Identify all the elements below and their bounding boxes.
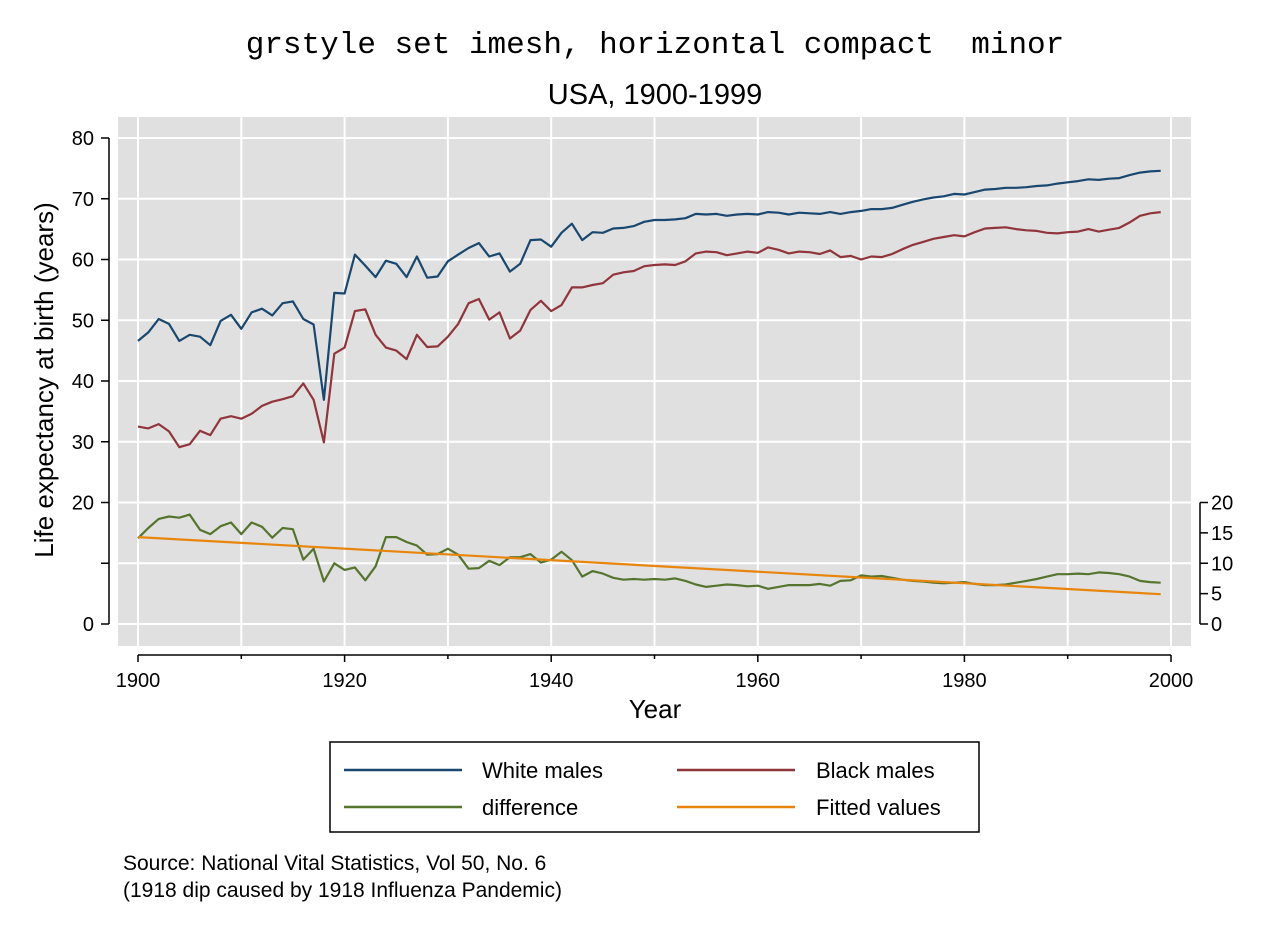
y2-tick-label: 15 (1211, 523, 1233, 545)
x-tick-label: 2000 (1149, 670, 1194, 692)
x-tick-label: 1980 (942, 670, 987, 692)
y-tick-label: 40 (72, 371, 94, 393)
legend-label-fitted-values: Fitted values (816, 795, 941, 820)
y-tick-label: 50 (72, 310, 94, 332)
y-tick-label: 20 (72, 493, 94, 515)
legend: White males Black males difference Fitte… (329, 741, 980, 833)
y2-tick-label: 0 (1211, 614, 1222, 636)
legend-label-black-males: Black males (816, 758, 935, 783)
y2-tick-label: 20 (1211, 493, 1233, 515)
series-black-males-line (137, 211, 1161, 449)
y-tick-label: 70 (72, 189, 94, 211)
x-tick-label: 1960 (736, 670, 781, 692)
chart-title: grstyle set imesh, horizontal compact mi… (246, 28, 1065, 63)
x-axis-title: Year (629, 694, 682, 724)
pandemic-note: (1918 dip caused by 1918 Influenza Pande… (123, 879, 562, 902)
y-tick-label: 30 (72, 432, 94, 454)
y-axis-title: Life expectancy at birth (years) (29, 202, 59, 558)
chart-subtitle: USA, 1900-1999 (548, 79, 762, 111)
series-layer (137, 169, 1161, 596)
legend-label-difference: difference (482, 795, 578, 820)
y-tick-label: 80 (72, 128, 94, 150)
series-fitted-values-line (137, 536, 1161, 596)
source-note: Source: National Vital Statistics, Vol 5… (123, 852, 546, 875)
y-tick-label: 0 (83, 614, 94, 636)
x-tick-label: 1940 (529, 670, 574, 692)
legend-box (329, 741, 980, 833)
grid (118, 117, 1191, 646)
legend-label-white-males: White males (482, 758, 603, 783)
axes: 1900 1920 1940 1960 1980 2000 0 20 30 40 50 60 70 80 0… (72, 128, 1234, 692)
x-tick-label: 1920 (322, 670, 367, 692)
series-white-males-line (137, 169, 1161, 401)
y-tick-label: 60 (72, 250, 94, 272)
x-tick-label: 1900 (116, 670, 161, 692)
y2-tick-label: 5 (1211, 584, 1222, 606)
y2-tick-label: 10 (1211, 553, 1233, 575)
